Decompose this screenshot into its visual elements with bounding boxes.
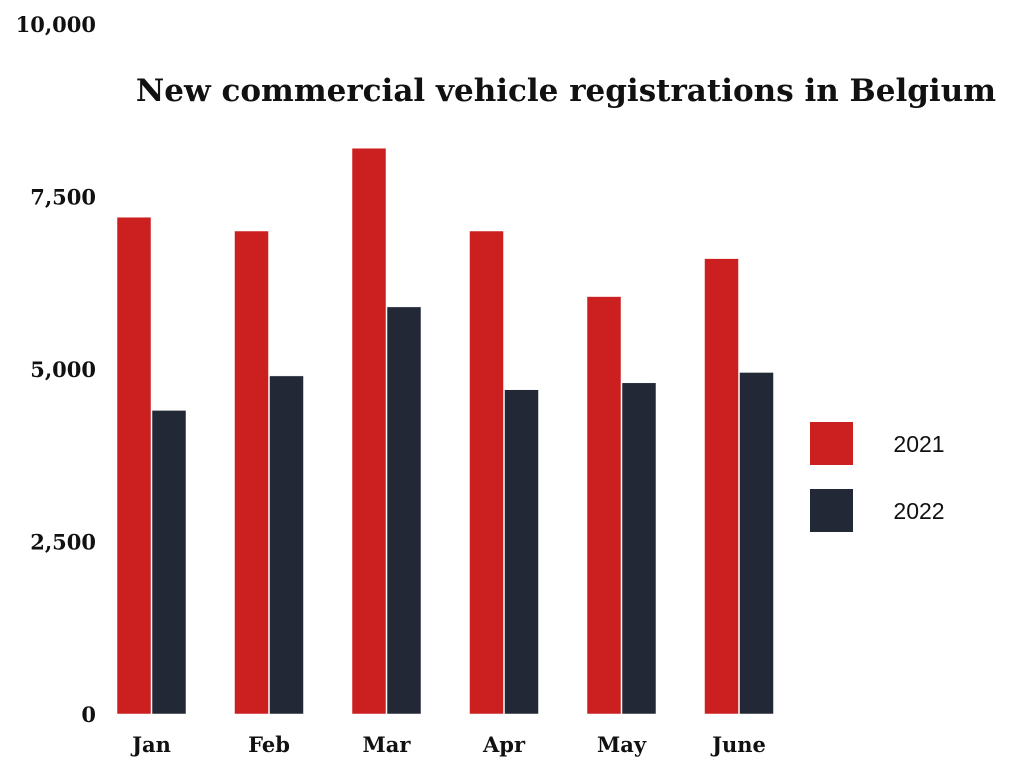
y-tick-label: 2,500 (30, 530, 96, 555)
bar-2021-june (704, 258, 739, 715)
bars (116, 147, 774, 715)
bar-2021-may (586, 296, 622, 715)
y-axis-tick-labels: 0 2,500 5,000 7,500 10,000 (16, 12, 96, 727)
bar-2021-feb (234, 230, 269, 715)
bar-2022-apr (504, 389, 539, 715)
x-axis-tick-labels: Jan Feb Mar Apr May June (130, 732, 766, 757)
legend-swatch (810, 422, 853, 465)
x-tick-label: June (710, 732, 766, 757)
bar-2021-mar (351, 147, 387, 715)
bar-2022-june (739, 372, 774, 715)
bar-2022-jan (151, 410, 187, 715)
bar-2022-mar (386, 306, 422, 715)
x-tick-label: Jan (130, 732, 171, 757)
y-tick-label: 5,000 (30, 357, 96, 382)
bar-2022-may (621, 382, 657, 715)
x-tick-label: Mar (363, 732, 412, 757)
bar-2021-apr (469, 230, 504, 715)
legend-label: 2021 (893, 431, 944, 457)
x-tick-label: Apr (482, 732, 526, 757)
chart-title: New commercial vehicle registrations in … (136, 73, 996, 109)
x-tick-label: Feb (248, 732, 290, 757)
legend-item-2022: 2022 (810, 489, 945, 532)
legend-swatch (810, 489, 853, 532)
x-tick-label: May (597, 732, 647, 757)
y-tick-label: 7,500 (30, 185, 96, 210)
legend: 2021 2022 (810, 422, 945, 532)
bar-2021-jan (116, 216, 152, 715)
y-tick-label: 10,000 (16, 12, 96, 37)
legend-item-2021: 2021 (810, 422, 945, 465)
bar-2022-feb (269, 375, 304, 715)
legend-label: 2022 (893, 498, 944, 524)
y-tick-label: 0 (81, 702, 96, 727)
